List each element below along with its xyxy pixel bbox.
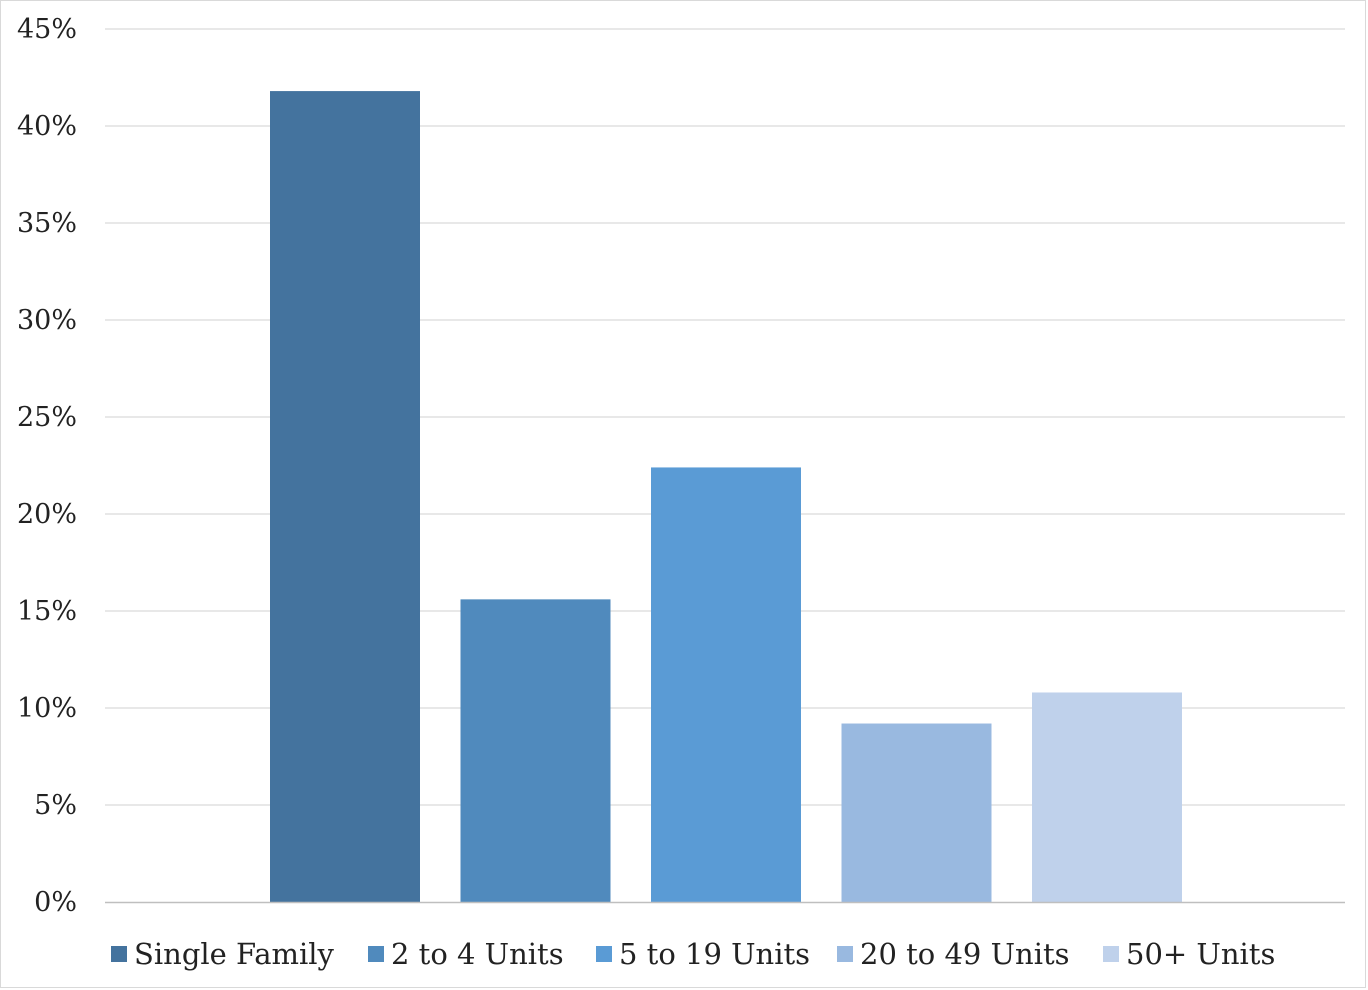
y-tick-label-5: 5% bbox=[34, 790, 77, 821]
bar-5-to-19-units bbox=[651, 467, 801, 902]
y-axis-tick-labels: 0% 5% 10% 15% 20% 25% 30% 35% 40% 45% bbox=[17, 14, 77, 918]
y-tick-label-35: 35% bbox=[17, 208, 77, 239]
legend-label: 5 to 19 Units bbox=[619, 937, 810, 971]
bar-2-to-4-units bbox=[460, 599, 611, 902]
legend-swatch bbox=[596, 946, 612, 962]
y-tick-label-0: 0% bbox=[34, 887, 77, 918]
legend-label: 20 to 49 Units bbox=[860, 937, 1070, 971]
legend-label: Single Family bbox=[134, 937, 335, 971]
y-tick-label-25: 25% bbox=[17, 402, 77, 433]
y-tick-label-20: 20% bbox=[17, 499, 77, 530]
y-tick-label-40: 40% bbox=[17, 111, 77, 142]
legend-swatch bbox=[111, 946, 127, 962]
y-tick-label-30: 30% bbox=[17, 305, 77, 336]
y-tick-label-10: 10% bbox=[17, 693, 77, 724]
legend-item-5-to-19-units: 5 to 19 Units bbox=[596, 937, 810, 971]
legend-label: 50+ Units bbox=[1126, 937, 1275, 971]
legend-item-20-to-49-units: 20 to 49 Units bbox=[837, 937, 1070, 971]
legend-swatch bbox=[837, 946, 853, 962]
bars bbox=[270, 91, 1182, 902]
legend-item-single-family: Single Family bbox=[111, 937, 335, 971]
bar-50-units bbox=[1032, 692, 1182, 902]
legend: Single Family 2 to 4 Units 5 to 19 Units 20… bbox=[111, 937, 1275, 971]
y-tick-label-15: 15% bbox=[17, 596, 77, 627]
bar-20-to-49-units bbox=[841, 723, 992, 902]
legend-swatch bbox=[368, 946, 384, 962]
legend-item-50-units: 50+ Units bbox=[1103, 937, 1275, 971]
legend-item-2-to-4-units: 2 to 4 Units bbox=[368, 937, 564, 971]
legend-label: 2 to 4 Units bbox=[391, 937, 564, 971]
bar-single-family bbox=[270, 91, 420, 902]
legend-swatch bbox=[1103, 946, 1119, 962]
y-tick-label-45: 45% bbox=[17, 14, 77, 45]
